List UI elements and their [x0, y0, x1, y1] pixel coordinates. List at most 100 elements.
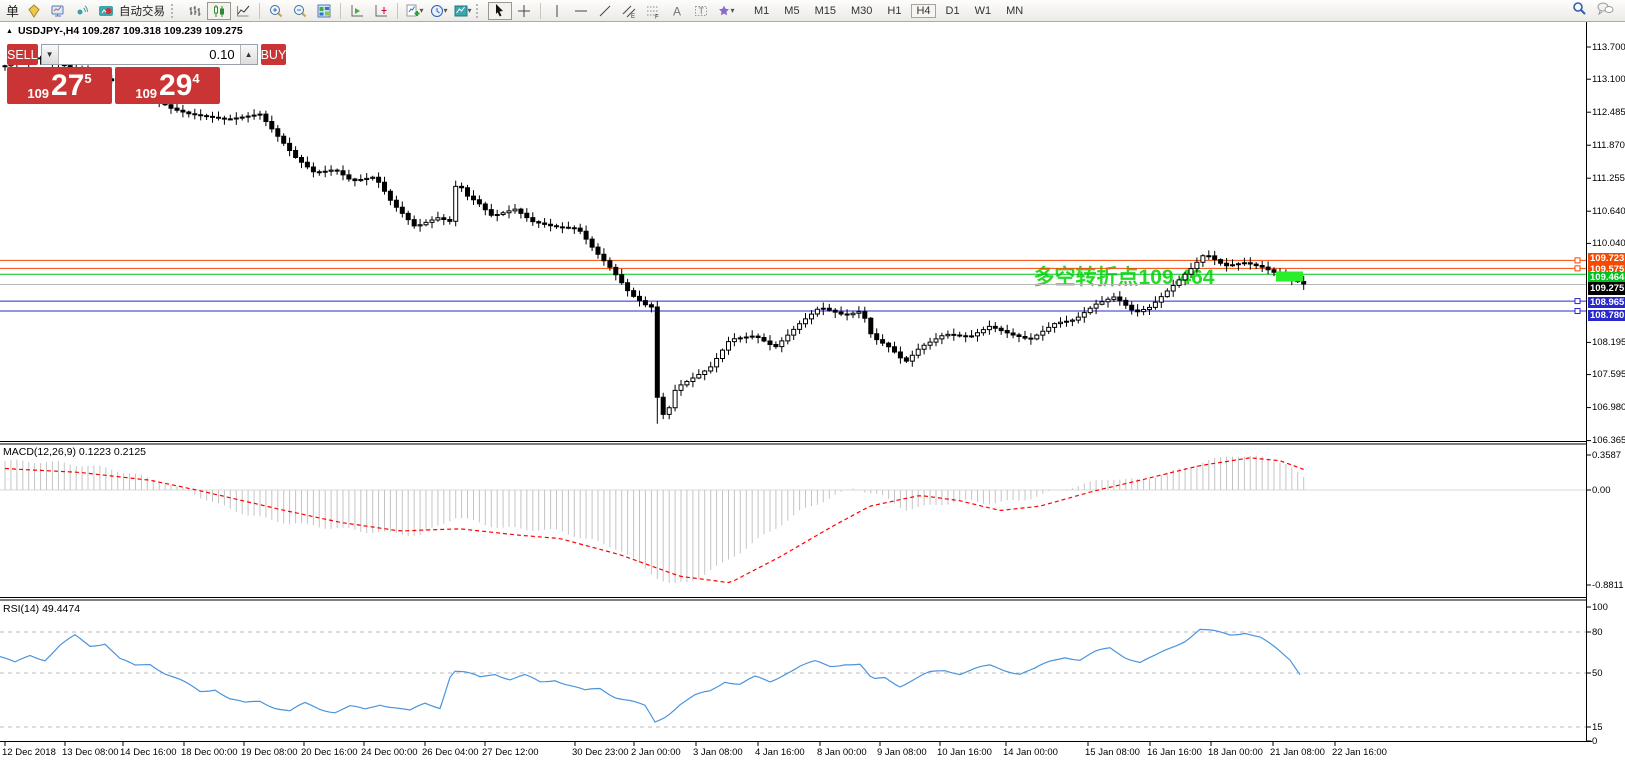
terminal-icon-button[interactable]	[46, 2, 70, 20]
svg-text:T: T	[699, 6, 705, 16]
text-icon: A	[669, 3, 685, 19]
vertical-line-tool-button[interactable]	[545, 2, 569, 20]
chart-shift-icon	[373, 3, 389, 19]
arrows-tool-button[interactable]: ▾	[713, 2, 737, 20]
toolbar-grip	[476, 3, 484, 18]
level-price-box: 108.965	[1588, 297, 1625, 309]
rsi-line	[0, 628, 1301, 723]
sell-button[interactable]: SELL	[7, 44, 38, 65]
rsi-tick: 0	[1592, 735, 1598, 747]
bar-chart-button[interactable]	[183, 2, 207, 20]
candlestick-chart-button[interactable]	[207, 1, 232, 20]
zoom-in-button[interactable]	[264, 2, 288, 20]
time-tick-label: 15 Jan 08:00	[1085, 747, 1140, 758]
macd-tick: 0.3587	[1592, 449, 1622, 461]
new-chart-icon	[405, 3, 421, 19]
autotrading-button[interactable]	[94, 2, 118, 20]
auto-scroll-button[interactable]	[345, 2, 369, 20]
cursor-icon	[492, 3, 508, 19]
autotrading-label[interactable]: 自动交易	[119, 5, 166, 18]
sell-price-pip: 5	[84, 71, 92, 86]
monitor-icon	[50, 3, 66, 19]
line-handle	[1574, 257, 1581, 264]
tile-windows-button[interactable]	[312, 2, 336, 20]
search-icon[interactable]	[1571, 0, 1588, 22]
time-tick-label: 21 Jan 08:00	[1270, 747, 1325, 758]
time-axis: 12 Dec 2018 13 Dec 08:00 14 Dec 16:00 18 De…	[0, 747, 1625, 767]
rsi-tick: 80	[1592, 626, 1603, 638]
crosshair-tool-button[interactable]	[512, 2, 536, 20]
price-tick: 106.980	[1592, 402, 1625, 414]
timeframe-w1-button[interactable]: W1	[974, 4, 992, 17]
price-tick: 106.365	[1592, 435, 1625, 447]
toolbar-separator	[340, 2, 342, 19]
timeframe-m5-button[interactable]: M5	[784, 4, 800, 17]
level-price-box: 109.723	[1588, 253, 1625, 265]
bull-candles	[2, 57, 1247, 415]
time-tick-label: 3 Jan 08:00	[693, 747, 743, 758]
time-tick-label: 2 Jan 00:00	[631, 747, 681, 758]
sell-price-button[interactable]: 109 27 5	[7, 67, 112, 104]
macd-histogram	[4, 455, 1305, 583]
tile-windows-icon	[316, 3, 332, 19]
timeframe-h1-button[interactable]: H1	[887, 4, 902, 17]
time-tick-label: 18 Jan 00:00	[1208, 747, 1263, 758]
chat-icon[interactable]	[1596, 0, 1616, 21]
gem-icon-button[interactable]	[22, 2, 46, 20]
text-label-tool-button[interactable]: T	[689, 2, 713, 20]
price-tick: 108.195	[1592, 336, 1625, 348]
trendline-tool-button[interactable]	[593, 2, 617, 20]
collapse-panel-icon[interactable]: ▲	[6, 27, 13, 35]
price-tick: 113.100	[1592, 73, 1625, 85]
line-handle	[1574, 265, 1581, 272]
macd-tick: 0.00	[1592, 484, 1611, 496]
time-tick-label: 19 Dec 08:00	[241, 747, 298, 758]
current-price-box: 109.275	[1588, 282, 1625, 296]
volume-input[interactable]	[58, 45, 240, 64]
time-tick-label: 22 Jan 16:00	[1332, 747, 1387, 758]
volume-decrease-button[interactable]: ▼	[41, 45, 59, 64]
svg-text:F: F	[655, 14, 659, 19]
horizontal-line-tool-button[interactable]	[569, 2, 593, 20]
chart-shift-button[interactable]	[369, 2, 393, 20]
price-tick: 107.595	[1592, 369, 1625, 381]
buy-price-button[interactable]: 109 29 4	[115, 67, 220, 104]
time-tick-label: 10 Jan 16:00	[937, 747, 992, 758]
price-tick: 110.040	[1592, 237, 1625, 249]
fibonacci-tool-button[interactable]: F	[641, 2, 665, 20]
zoom-out-button[interactable]	[288, 2, 312, 20]
templates-button[interactable]: ▾	[450, 2, 474, 20]
template-chart-icon	[453, 3, 469, 19]
periods-button[interactable]: ▾	[426, 2, 450, 20]
volume-increase-button[interactable]: ▲	[239, 45, 257, 64]
timeframe-mn-button[interactable]: MN	[1006, 4, 1024, 17]
cursor-tool-button[interactable]	[488, 1, 513, 20]
timeframe-d1-button[interactable]: D1	[945, 4, 960, 17]
timeframe-m15-button[interactable]: M15	[814, 4, 836, 17]
toolbar-right	[1571, 0, 1622, 22]
autotrading-icon	[98, 3, 114, 19]
new-chart-button[interactable]: ▾	[402, 2, 426, 20]
level-price-box: 109.464	[1588, 272, 1625, 284]
chart-title: USDJPY-,H4 109.287 109.318 109.239 109.2…	[17, 25, 243, 37]
time-tick-label: 8 Jan 00:00	[817, 747, 867, 758]
timeframe-m30-button[interactable]: M30	[850, 4, 873, 17]
timeframe-m1-button[interactable]: M1	[754, 4, 770, 17]
macd-indicator-label: MACD(12,26,9) 0.1223 0.2125	[3, 446, 147, 458]
chevron-down-icon: ▾	[419, 6, 424, 15]
time-tick-label: 13 Dec 08:00	[62, 747, 119, 758]
macd-signal-line	[4, 457, 1304, 584]
buy-price-big: 29	[159, 69, 193, 102]
signals-icon-button[interactable]	[70, 2, 94, 20]
rsi-tick: 50	[1592, 667, 1603, 679]
line-chart-button[interactable]	[231, 2, 255, 20]
timeframe-h4-button[interactable]: H4	[911, 3, 936, 18]
rsi-indicator-label: RSI(14) 49.4474	[3, 603, 81, 615]
buy-button[interactable]: BUY	[260, 44, 287, 65]
text-tool-button[interactable]: A	[665, 2, 689, 20]
new-order-button[interactable]: 单	[6, 4, 20, 19]
horizontal-line-icon	[573, 3, 589, 19]
channel-tool-button[interactable]: E	[617, 2, 641, 20]
time-tick-label: 18 Dec 00:00	[181, 747, 238, 758]
